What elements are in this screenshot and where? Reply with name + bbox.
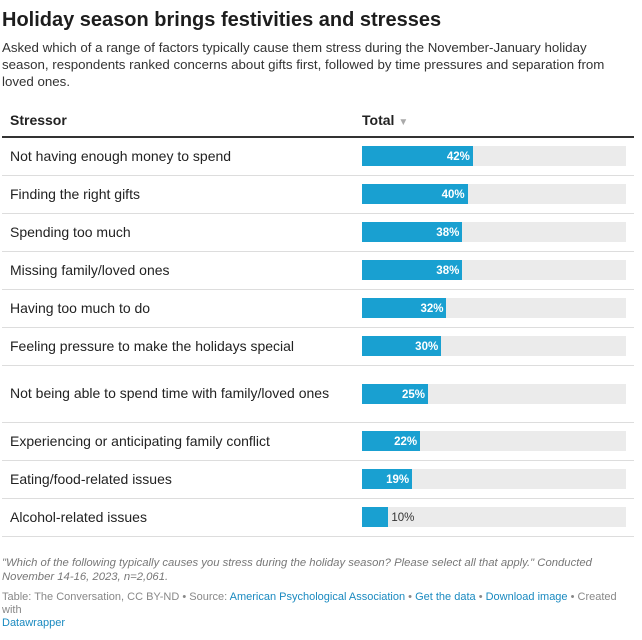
bar-track: 19% <box>362 469 626 489</box>
sort-desc-icon[interactable]: ▼ <box>398 117 409 128</box>
bar-track: 10% <box>362 507 626 527</box>
data-table: Stressor Total ▼ Not having enough money … <box>2 106 634 537</box>
bar-track: 38% <box>362 222 626 242</box>
chart-title: Holiday season brings festivities and st… <box>2 9 442 31</box>
datawrapper-link[interactable]: Datawrapper <box>2 616 65 629</box>
header-total[interactable]: Total ▼ <box>354 106 634 138</box>
bar-track: 25% <box>362 383 626 404</box>
bar-cell: 30% <box>354 327 634 366</box>
bar-value-label: 30% <box>415 341 439 353</box>
footer-sep: • <box>475 590 486 603</box>
bar-track: 30% <box>362 336 626 356</box>
bar-track: 32% <box>362 298 626 318</box>
bar-track: 42% <box>362 146 626 167</box>
bar-value-label: 25% <box>401 388 425 401</box>
table-row: Eating/food-related issues 19% <box>2 460 634 499</box>
bar-cell: 22% <box>354 422 634 461</box>
bar-cell: 38% <box>354 213 634 252</box>
row-label: Eating/food-related issues <box>2 460 354 499</box>
bar <box>362 507 389 527</box>
row-label: Alcohol-related issues <box>2 498 354 537</box>
bar-track: 38% <box>362 260 626 280</box>
bar <box>362 298 447 318</box>
table-row: Not being able to spend time with family… <box>2 365 634 423</box>
row-label: Spending too much <box>2 213 354 252</box>
bar-value-label: 38% <box>436 265 460 277</box>
chart-note: "Which of the following typically causes… <box>2 556 592 583</box>
bar <box>362 222 463 242</box>
bar <box>362 146 473 167</box>
row-label: Having too much to do <box>2 289 354 328</box>
bar-cell: 19% <box>354 460 634 499</box>
row-label: Experiencing or anticipating family conf… <box>2 422 354 461</box>
bar-cell: 32% <box>354 289 634 328</box>
bar <box>362 336 442 356</box>
bar-value-label: 10% <box>391 512 415 524</box>
row-label: Not being able to spend time with family… <box>2 365 354 423</box>
table-row: Finding the right gifts 40% <box>2 175 634 214</box>
row-label: Feeling pressure to make the holidays sp… <box>2 327 354 366</box>
download-image-link[interactable]: Download image <box>485 590 568 603</box>
bar <box>362 383 428 404</box>
chart-footer: Table: The Conversation, CC BY-ND • Sour… <box>2 591 632 630</box>
table-row: Alcohol-related issues 10% <box>2 498 634 537</box>
row-label: Finding the right gifts <box>2 175 354 214</box>
bar-cell: 40% <box>354 175 634 214</box>
bar-track: 22% <box>362 431 626 451</box>
get-data-link[interactable]: Get the data <box>415 590 476 603</box>
row-label: Not having enough money to spend <box>2 137 354 176</box>
table-row: Having too much to do 32% <box>2 289 634 328</box>
table-row: Not having enough money to spend 42% <box>2 137 634 176</box>
header-label: Stressor <box>10 112 67 128</box>
bar <box>362 260 463 280</box>
bar-value-label: 19% <box>386 474 410 486</box>
bar-value-label: 22% <box>394 436 418 448</box>
footer-text: Table: The Conversation, CC BY-ND • Sour… <box>2 590 230 603</box>
bar-value-label: 32% <box>420 303 444 315</box>
chart-subtitle: Asked which of a range of factors typica… <box>2 40 605 89</box>
bar-cell: 42% <box>354 137 634 176</box>
bar <box>362 184 468 204</box>
header-stressor[interactable]: Stressor <box>2 106 354 138</box>
header-label: Total <box>362 112 395 128</box>
bar-value-label: 40% <box>441 189 465 201</box>
bar-cell: 25% <box>354 365 634 423</box>
source-link[interactable]: American Psychological Association <box>229 590 406 603</box>
bar-cell: 10% <box>354 498 634 537</box>
footer-sep: • <box>405 590 416 603</box>
table-row: Feeling pressure to make the holidays sp… <box>2 327 634 366</box>
bar-cell: 38% <box>354 251 634 290</box>
footer-text: • Created with <box>2 590 617 616</box>
bar <box>362 431 421 451</box>
table-row: Missing family/loved ones 38% <box>2 251 634 290</box>
bar-track: 40% <box>362 184 626 204</box>
row-label: Missing family/loved ones <box>2 251 354 290</box>
bar-value-label: 42% <box>446 151 470 164</box>
bar-value-label: 38% <box>436 227 460 239</box>
table-row: Spending too much 38% <box>2 213 634 252</box>
bar <box>362 469 413 489</box>
table-row: Experiencing or anticipating family conf… <box>2 422 634 461</box>
